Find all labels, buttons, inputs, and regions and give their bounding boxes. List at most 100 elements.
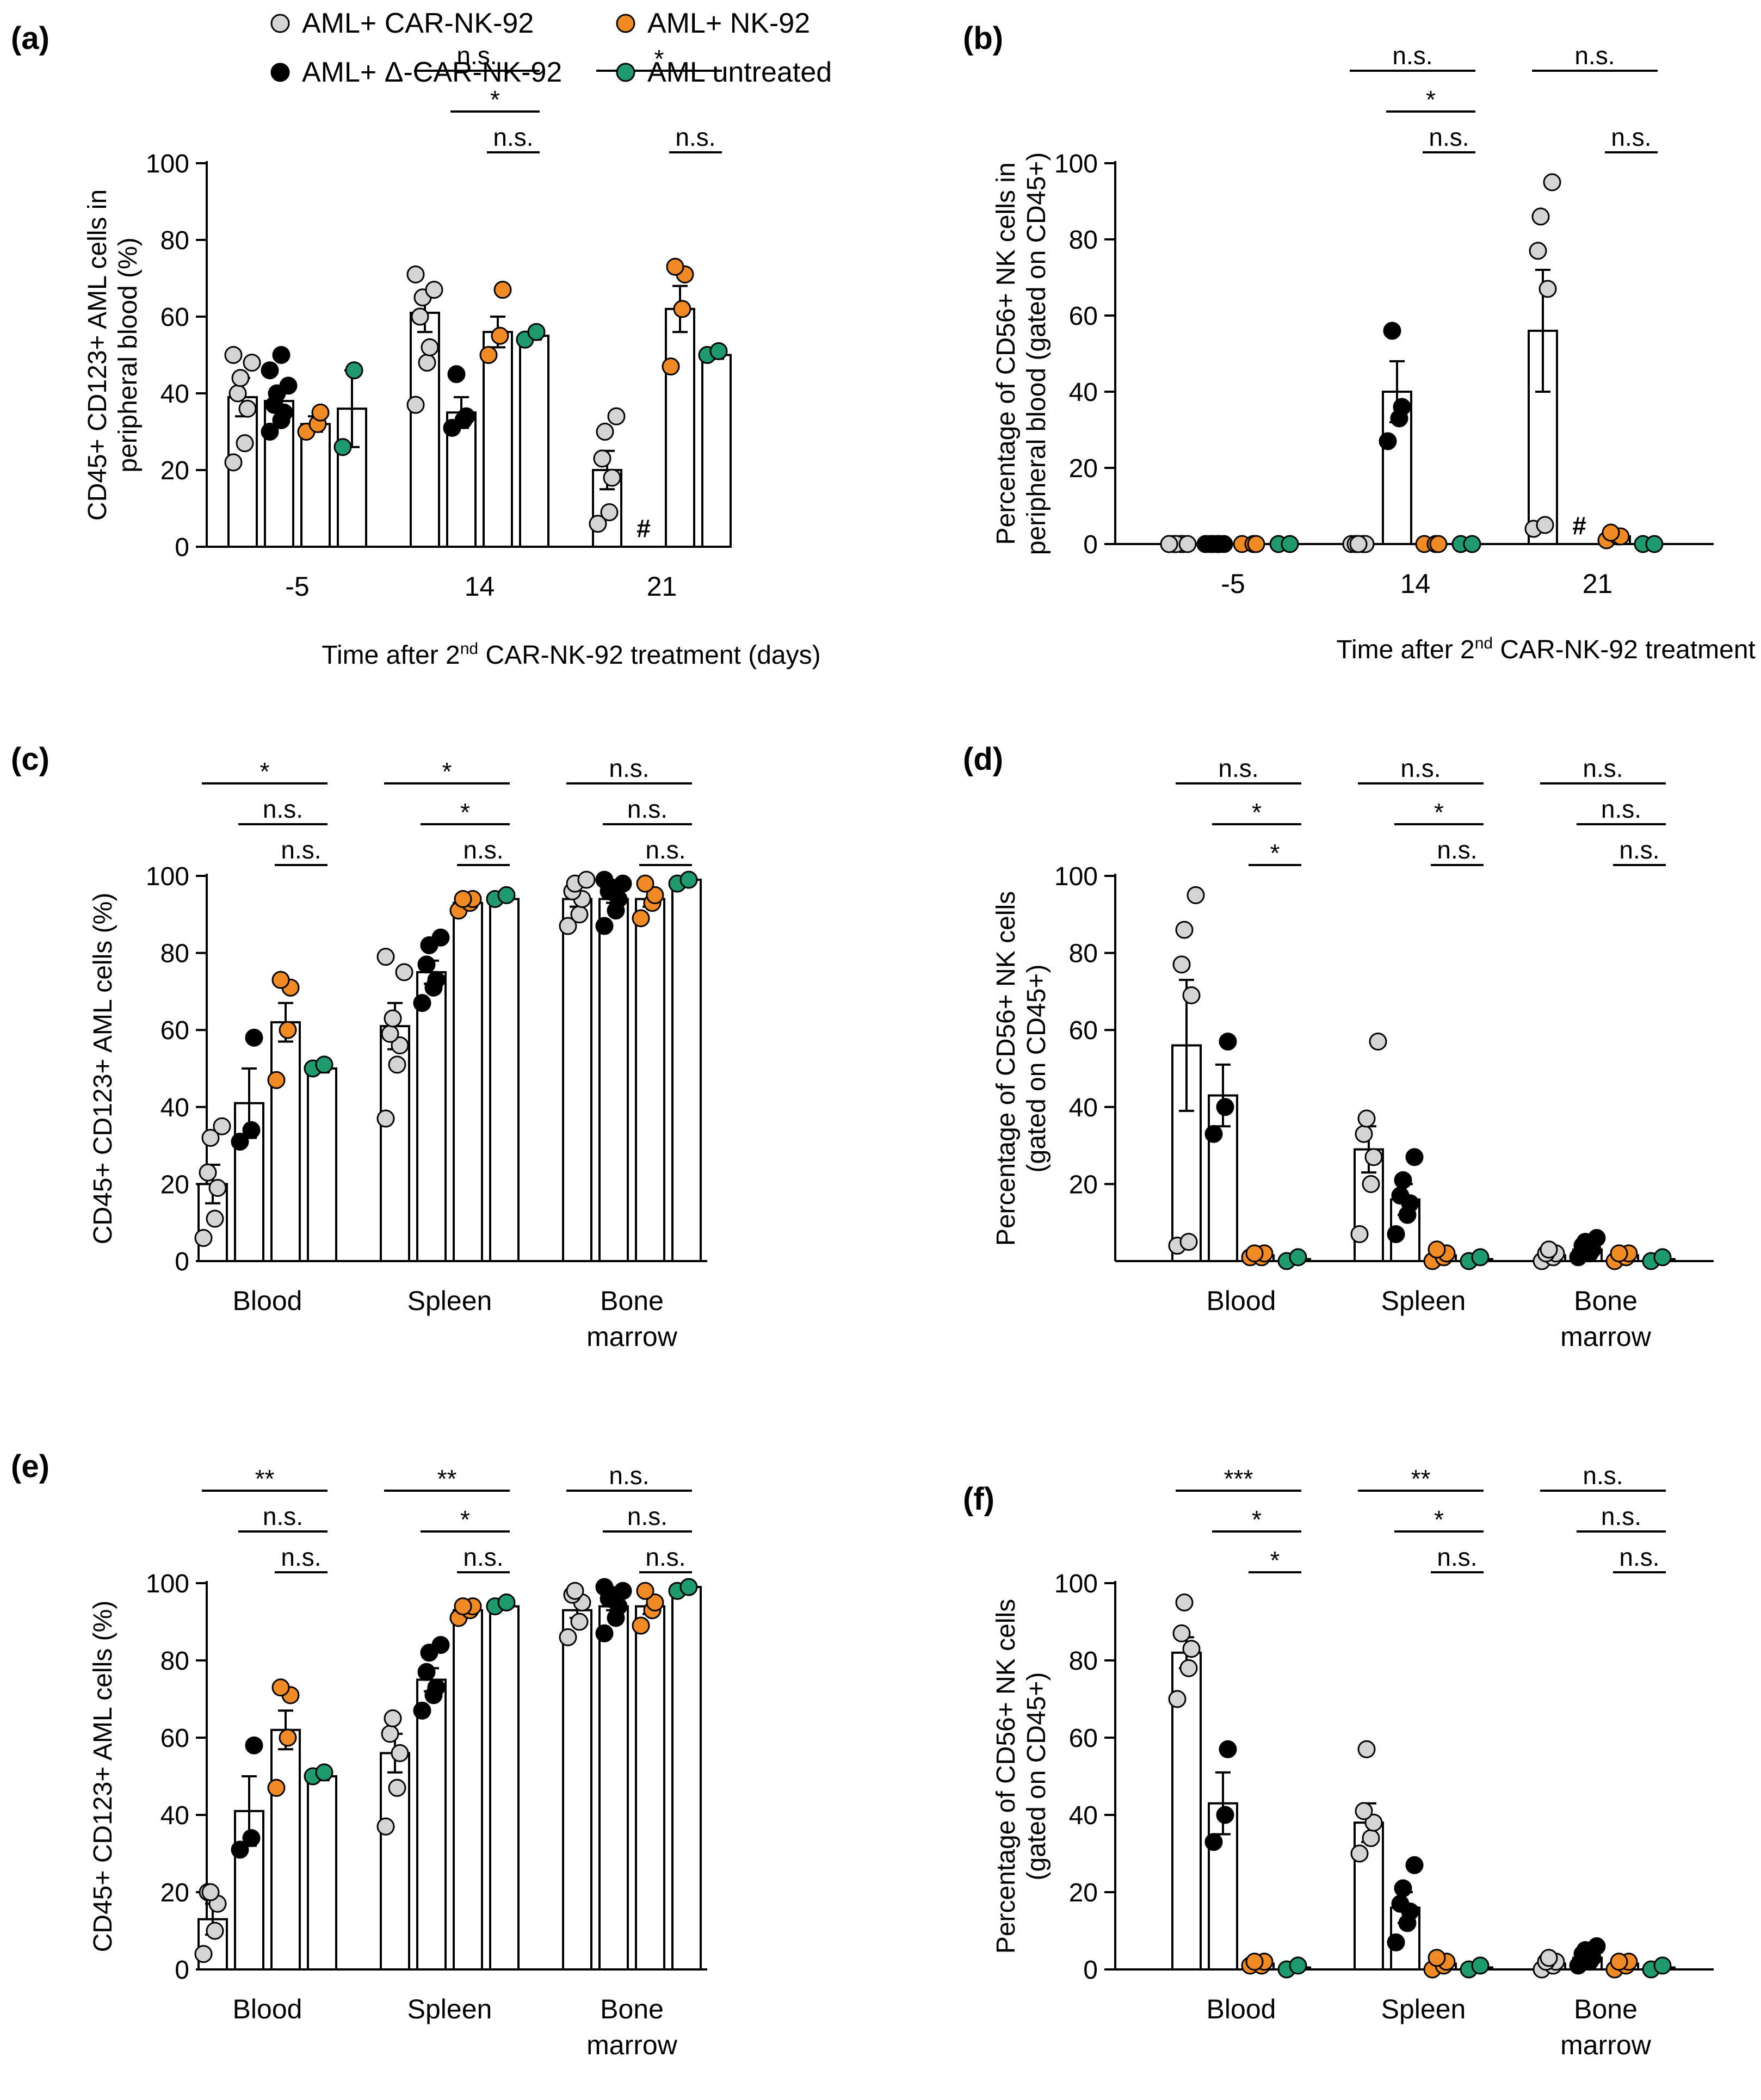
data-point: [1391, 1894, 1410, 1913]
data-point: [1536, 516, 1554, 534]
data-point: [1350, 1225, 1369, 1243]
data-point: [1289, 1956, 1307, 1975]
data-point: [376, 1109, 395, 1128]
significance-label: n.s.: [281, 836, 321, 864]
significance-bracket: n.s.: [275, 836, 328, 866]
data-point: [673, 300, 691, 318]
data-point: [279, 1021, 297, 1039]
significance-bracket: n.s.: [487, 123, 540, 153]
data-point: [1182, 1640, 1201, 1658]
x-category-label: 14: [1400, 569, 1431, 599]
significance-bracket: ***: [1176, 1465, 1301, 1493]
panel-label: (e): [11, 1449, 50, 1484]
significance-label: n.s.: [1601, 1502, 1641, 1530]
data-point: [1289, 1248, 1307, 1267]
data-point: [1428, 1949, 1446, 1967]
panel-label: (b): [963, 21, 1003, 56]
data-point: [614, 1582, 632, 1600]
significance-label: n.s.: [281, 1543, 321, 1571]
data-point: [427, 971, 446, 989]
data-point: [1168, 1690, 1187, 1708]
y-tick-label: 80: [1069, 1647, 1098, 1676]
legend-marker: [616, 63, 635, 82]
significance-label: n.s.: [645, 836, 685, 864]
bar: [307, 1067, 337, 1262]
significance-label: *: [1434, 1505, 1444, 1534]
significance-bracket: *: [450, 85, 540, 114]
x-category-label: marrow: [586, 2030, 678, 2060]
legend-marker: [616, 14, 635, 33]
data-point: [1587, 1229, 1606, 1247]
y-axis-title-line: peripheral blood (gated on CD45+): [1022, 152, 1051, 555]
significance-bracket: n.s.: [1605, 123, 1658, 153]
significance-label: ***: [1224, 1465, 1253, 1493]
y-axis-title: Percentage of CD56+ NK cells(gated on CD…: [992, 1599, 1051, 1954]
significance-bracket: *: [202, 757, 328, 786]
y-tick-label: 100: [1054, 862, 1098, 891]
bar: [227, 396, 258, 548]
data-point: [1160, 535, 1178, 553]
data-point: [595, 1624, 614, 1642]
significance-bracket: n.s.: [1431, 1543, 1484, 1573]
y-tick-label: 20: [1069, 1170, 1098, 1199]
data-point: [570, 1613, 589, 1631]
data-point: [493, 281, 512, 299]
data-point: [1405, 1856, 1424, 1874]
significance-label: *: [1252, 1505, 1262, 1534]
data-point: [279, 1728, 297, 1747]
panel-c: (c) 0 20 40 60 80 100 CD45+ CD123+ AML cells (%…: [11, 742, 707, 1352]
data-point: [231, 1133, 249, 1151]
data-point: [1204, 1833, 1223, 1851]
legend-label: AML+ CAR-NK-92: [302, 8, 534, 39]
data-point: [381, 1725, 399, 1743]
data-point: [457, 407, 475, 425]
significance-bracket: *: [421, 798, 510, 826]
x-category-label: -5: [1221, 569, 1245, 599]
panel-label: (c): [11, 742, 50, 777]
data-point: [1179, 1659, 1198, 1677]
y-tick-label: 0: [175, 1956, 189, 1985]
x-category-label: Spleen: [1381, 1994, 1466, 2024]
group-2: Bone marrow: [1533, 1229, 1676, 1352]
legend-label: AML untreated: [647, 57, 832, 88]
x-category-label: Bone: [600, 1994, 664, 2024]
x-axis-title-part: CAR-NK-92 treatment (days): [1493, 635, 1761, 664]
x-category-label: Bone: [1574, 1286, 1638, 1316]
legend: AML+ CAR-NK-92 AML+ NK-92 AML+ Δ-CAR-NK-92…: [270, 8, 832, 88]
data-point: [1208, 535, 1226, 553]
group-2: Bone marrow: [1533, 1937, 1676, 2060]
y-tick-label: 100: [1054, 1570, 1098, 1598]
data-point: [1471, 1248, 1490, 1267]
data-point: [1429, 535, 1448, 553]
significance-bracket: **: [384, 1465, 510, 1493]
data-point: [1355, 1125, 1373, 1143]
significance-bracket: n.s.: [1613, 1543, 1666, 1573]
group-1: Spleen: [376, 1593, 520, 2024]
significance-label: *: [1270, 839, 1280, 867]
data-point: [333, 438, 352, 456]
bar: [416, 1678, 447, 1971]
significance-label: n.s.: [1583, 754, 1623, 782]
group-0: Blood: [1168, 1593, 1311, 2024]
data-point: [1362, 1175, 1380, 1193]
panel-label: (d): [963, 742, 1003, 777]
significance-label: n.s.: [1437, 1543, 1477, 1571]
data-point: [413, 994, 431, 1012]
significance-label: n.s.: [1429, 123, 1469, 151]
data-point: [395, 963, 413, 981]
data-point: [1349, 535, 1368, 553]
panel-e: (e) 0 20 40 60 80 100 CD45+ CD123+ AML cells (%…: [11, 1449, 707, 2060]
y-tick-label: 20: [160, 456, 189, 485]
significance-bracket: n.s.: [457, 1543, 510, 1573]
group-0: Blood: [194, 971, 337, 1316]
group-1: 14: [1342, 322, 1481, 599]
y-tick-label: 40: [160, 380, 189, 409]
significance-label: n.s.: [263, 795, 303, 823]
significance-label: *: [260, 757, 270, 786]
significance-label: n.s.: [1218, 754, 1258, 782]
data-point: [391, 1036, 409, 1055]
data-point: [311, 403, 330, 422]
data-point: [1364, 1148, 1383, 1166]
significance-bracket: n.s.: [603, 1502, 692, 1533]
